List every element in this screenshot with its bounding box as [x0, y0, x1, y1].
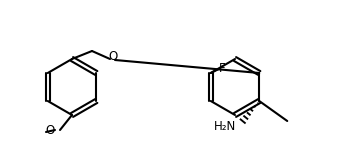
Text: H₂N: H₂N [214, 120, 236, 132]
Text: F: F [219, 62, 225, 76]
Text: O: O [46, 124, 55, 138]
Text: O: O [108, 51, 117, 63]
